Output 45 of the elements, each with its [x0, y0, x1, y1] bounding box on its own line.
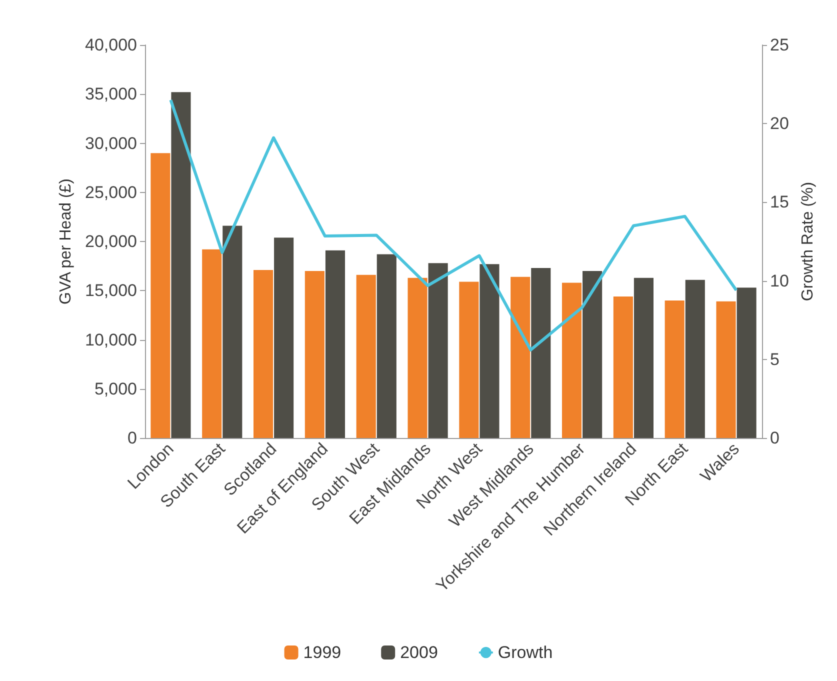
- y2-tick-label: 25: [770, 36, 789, 54]
- bar: [253, 270, 274, 438]
- bar: [202, 249, 222, 438]
- legend-label: Growth: [498, 643, 553, 662]
- y2-tick-label: 20: [770, 114, 789, 134]
- y2-tick-label: 15: [770, 192, 789, 212]
- y-tick-label: 40,000: [85, 36, 137, 54]
- y-tick-label: 10,000: [85, 330, 137, 350]
- y-tick-label: 15,000: [85, 281, 137, 300]
- bar: [325, 250, 346, 438]
- bar: [376, 254, 396, 438]
- bar: [480, 264, 500, 438]
- bar: [582, 270, 602, 438]
- y2-tick-label: 5: [770, 350, 780, 369]
- bar: [634, 278, 654, 438]
- y-tick-label: 0: [128, 428, 137, 448]
- legend-label: 1999: [303, 643, 342, 662]
- y2-tick-label: 10: [770, 271, 789, 290]
- bar: [613, 296, 633, 438]
- bar: [531, 268, 551, 438]
- y-tick-label: 20,000: [85, 232, 137, 251]
- bar: [408, 278, 428, 438]
- bar: [304, 270, 324, 438]
- bar: [222, 226, 242, 438]
- bar: [274, 238, 294, 438]
- bar: [171, 92, 191, 438]
- bar: [428, 263, 448, 438]
- y-tick-label: 5,000: [94, 379, 137, 398]
- bar: [716, 301, 736, 438]
- bar: [150, 153, 170, 438]
- y2-tick-label: 0: [770, 428, 780, 448]
- line-series: [169, 98, 738, 352]
- bar: [356, 274, 376, 438]
- y-tick-label: 35,000: [85, 84, 137, 104]
- bar: [459, 282, 479, 438]
- bar: [510, 276, 530, 438]
- bar: [562, 282, 582, 438]
- bar: [685, 280, 705, 438]
- y2-axis-title: Growth Rate (%): [799, 182, 816, 302]
- legend-label: 2009: [400, 643, 438, 662]
- y-axis-title: GVA per Head (£): [58, 178, 75, 304]
- bar: [736, 288, 756, 438]
- y-tick-label: 25,000: [85, 182, 137, 202]
- y-tick-label: 30,000: [85, 134, 137, 153]
- bar: [664, 300, 684, 438]
